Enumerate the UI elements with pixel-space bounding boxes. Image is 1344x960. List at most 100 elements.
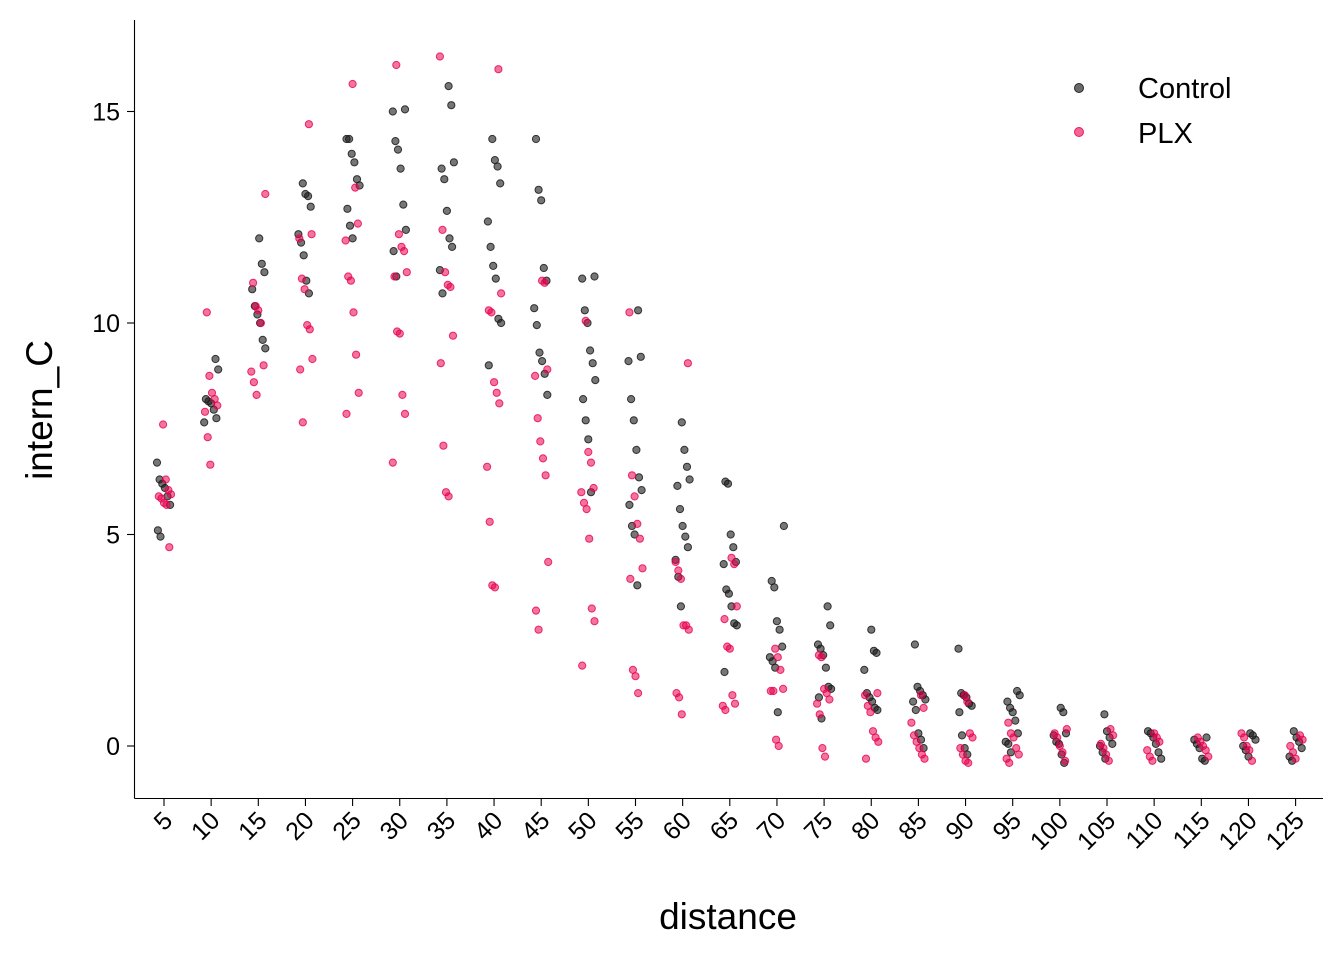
data-point-control <box>200 418 209 427</box>
data-point-plx <box>577 488 586 497</box>
data-point-plx <box>1204 752 1213 761</box>
x-tick-label: 85 <box>893 806 932 845</box>
data-point-control <box>685 475 694 484</box>
data-point-plx <box>206 460 215 469</box>
data-point-control <box>543 390 552 399</box>
data-point-plx <box>341 236 350 245</box>
data-point-control <box>581 416 590 425</box>
data-point-control <box>1157 754 1166 763</box>
y-tick-label: 15 <box>92 99 120 127</box>
data-point-plx <box>400 247 409 256</box>
data-point-plx <box>166 490 176 499</box>
data-point-plx <box>730 560 739 569</box>
x-tick-label: 95 <box>987 806 1026 845</box>
data-point-plx <box>674 566 683 575</box>
data-point-control <box>584 435 593 444</box>
data-point-control <box>447 101 456 110</box>
data-point-control <box>152 458 162 467</box>
data-point-plx <box>820 752 830 761</box>
data-point-control <box>683 543 693 552</box>
data-point-control <box>732 621 741 630</box>
x-tick-label: 75 <box>799 806 838 845</box>
data-point-plx <box>490 583 499 592</box>
data-point-plx <box>684 625 693 634</box>
data-point-plx <box>1005 758 1014 768</box>
data-point-control <box>580 306 589 315</box>
x-axis-title: distance <box>659 896 797 937</box>
data-point-control <box>444 82 453 91</box>
data-point-control <box>304 192 313 201</box>
data-point-control <box>1015 691 1024 700</box>
data-point-plx <box>907 718 916 727</box>
data-point-plx <box>159 420 168 429</box>
data-point-plx <box>348 79 357 89</box>
x-tick-label: 45 <box>516 806 555 845</box>
data-point-control <box>1297 744 1306 753</box>
data-point-control <box>257 259 266 268</box>
data-point-plx <box>298 418 307 427</box>
data-point-plx <box>254 306 263 315</box>
x-tick-label: 70 <box>752 806 791 845</box>
data-point-plx <box>533 414 542 423</box>
data-point-plx <box>677 710 686 719</box>
data-point-control <box>440 175 449 184</box>
data-point-plx <box>441 268 450 277</box>
data-point-control <box>393 145 403 154</box>
data-point-control <box>911 705 920 715</box>
data-point-plx <box>261 189 270 199</box>
data-point-control <box>682 462 692 471</box>
data-point-plx <box>732 602 741 611</box>
data-point-plx <box>730 699 740 708</box>
data-point-plx <box>815 710 824 719</box>
data-point-control <box>437 164 446 173</box>
data-point-plx <box>589 483 598 493</box>
data-point-plx <box>483 462 492 471</box>
data-point-control <box>532 321 541 330</box>
x-axis-ticks: 5 10 15 20 25 30 35 40 45 50 55 60 65 70 75 80 85 90 95100… <box>149 798 1310 856</box>
data-point-control <box>530 304 539 313</box>
data-point-control <box>345 221 355 230</box>
data-point-control <box>770 583 779 592</box>
data-point-plx <box>1014 750 1023 759</box>
data-point-plx <box>300 285 309 294</box>
x-tick-label: 100 <box>1025 806 1074 855</box>
data-point-control <box>396 164 405 173</box>
legend-marker-plx <box>1074 127 1084 137</box>
x-tick-label: 65 <box>705 806 744 845</box>
y-tick-label: 0 <box>106 733 120 761</box>
data-point-control <box>673 481 682 490</box>
data-point-plx <box>342 409 351 418</box>
data-point-plx <box>492 388 501 397</box>
data-point-control <box>630 530 639 539</box>
data-point-plx <box>304 120 313 129</box>
data-point-plx <box>536 437 545 446</box>
data-point-plx <box>448 331 458 340</box>
data-point-control <box>348 234 357 243</box>
data-point-control <box>590 272 599 281</box>
x-tick-label: 80 <box>846 806 885 845</box>
data-point-plx <box>1053 733 1062 742</box>
data-point-plx <box>213 401 222 410</box>
data-point-control <box>401 225 410 234</box>
data-point-plx <box>1004 718 1013 727</box>
data-point-plx <box>1061 756 1070 765</box>
data-point-control <box>399 200 408 209</box>
data-point-plx <box>256 318 265 328</box>
x-tick-label: 10 <box>186 806 225 845</box>
data-point-plx <box>861 691 870 700</box>
data-point-plx <box>774 741 783 751</box>
data-point-plx <box>625 308 634 317</box>
data-point-control <box>726 530 735 539</box>
data-point-plx <box>916 691 926 700</box>
data-point-plx <box>297 274 306 283</box>
x-tick-label: 90 <box>940 806 979 845</box>
data-point-control <box>445 234 454 243</box>
data-point-control <box>823 602 832 611</box>
data-point-control <box>627 395 636 404</box>
data-point-plx <box>825 695 834 704</box>
data-point-plx <box>296 365 305 374</box>
data-point-plx <box>202 308 211 317</box>
data-point-plx <box>205 371 214 380</box>
data-point-control <box>156 532 165 541</box>
